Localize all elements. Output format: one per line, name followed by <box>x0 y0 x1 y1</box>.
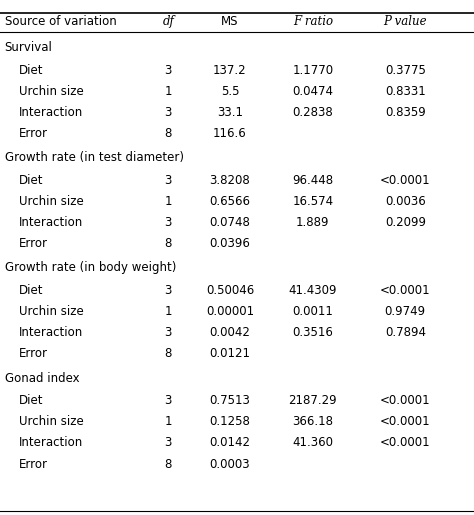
Text: 0.0396: 0.0396 <box>210 237 250 250</box>
Text: 1: 1 <box>164 195 172 208</box>
Text: Error: Error <box>19 457 48 471</box>
Text: Error: Error <box>19 237 48 250</box>
Text: 8: 8 <box>164 457 172 471</box>
Text: Survival: Survival <box>5 41 53 54</box>
Text: 0.3775: 0.3775 <box>385 63 426 77</box>
Text: 0.00001: 0.00001 <box>206 305 254 318</box>
Text: 0.7513: 0.7513 <box>210 394 250 407</box>
Text: 0.8331: 0.8331 <box>385 84 426 98</box>
Text: Interaction: Interaction <box>19 436 83 450</box>
Text: 3: 3 <box>164 326 172 339</box>
Text: 3: 3 <box>164 284 172 297</box>
Text: <0.0001: <0.0001 <box>380 174 430 187</box>
Text: P value: P value <box>383 15 427 28</box>
Text: 3: 3 <box>164 394 172 407</box>
Text: <0.0001: <0.0001 <box>380 415 430 428</box>
Text: 0.0474: 0.0474 <box>292 84 333 98</box>
Text: 3.8208: 3.8208 <box>210 174 250 187</box>
Text: Gonad index: Gonad index <box>5 371 79 385</box>
Text: 3: 3 <box>164 106 172 119</box>
Text: 0.9749: 0.9749 <box>385 305 426 318</box>
Text: 33.1: 33.1 <box>217 106 243 119</box>
Text: F ratio: F ratio <box>293 15 333 28</box>
Text: Diet: Diet <box>19 394 44 407</box>
Text: 5.5: 5.5 <box>220 84 239 98</box>
Text: Diet: Diet <box>19 174 44 187</box>
Text: 0.0042: 0.0042 <box>210 326 250 339</box>
Text: 3: 3 <box>164 436 172 450</box>
Text: Interaction: Interaction <box>19 326 83 339</box>
Text: 41.4309: 41.4309 <box>289 284 337 297</box>
Text: 0.50046: 0.50046 <box>206 284 254 297</box>
Text: 1: 1 <box>164 415 172 428</box>
Text: Urchin size: Urchin size <box>19 84 84 98</box>
Text: 0.2099: 0.2099 <box>385 216 426 229</box>
Text: 2187.29: 2187.29 <box>289 394 337 407</box>
Text: 1: 1 <box>164 305 172 318</box>
Text: 41.360: 41.360 <box>292 436 333 450</box>
Text: 1.889: 1.889 <box>296 216 329 229</box>
Text: 0.0748: 0.0748 <box>210 216 250 229</box>
Text: 0.0011: 0.0011 <box>292 305 333 318</box>
Text: 8: 8 <box>164 347 172 360</box>
Text: 16.574: 16.574 <box>292 195 333 208</box>
Text: 1: 1 <box>164 84 172 98</box>
Text: Urchin size: Urchin size <box>19 415 84 428</box>
Text: 0.0142: 0.0142 <box>210 436 250 450</box>
Text: Urchin size: Urchin size <box>19 195 84 208</box>
Text: 1.1770: 1.1770 <box>292 63 333 77</box>
Text: Error: Error <box>19 127 48 140</box>
Text: df: df <box>162 15 174 28</box>
Text: 0.0121: 0.0121 <box>210 347 250 360</box>
Text: MS: MS <box>221 15 238 28</box>
Text: 3: 3 <box>164 63 172 77</box>
Text: Urchin size: Urchin size <box>19 305 84 318</box>
Text: Diet: Diet <box>19 284 44 297</box>
Text: Interaction: Interaction <box>19 106 83 119</box>
Text: 0.0036: 0.0036 <box>385 195 426 208</box>
Text: Growth rate (in body weight): Growth rate (in body weight) <box>5 261 176 274</box>
Text: 8: 8 <box>164 127 172 140</box>
Text: <0.0001: <0.0001 <box>380 284 430 297</box>
Text: 0.6566: 0.6566 <box>210 195 250 208</box>
Text: 366.18: 366.18 <box>292 415 333 428</box>
Text: 0.2838: 0.2838 <box>292 106 333 119</box>
Text: <0.0001: <0.0001 <box>380 436 430 450</box>
Text: Growth rate (in test diameter): Growth rate (in test diameter) <box>5 151 184 164</box>
Text: 0.0003: 0.0003 <box>210 457 250 471</box>
Text: 3: 3 <box>164 174 172 187</box>
Text: 0.3516: 0.3516 <box>292 326 333 339</box>
Text: 3: 3 <box>164 216 172 229</box>
Text: 8: 8 <box>164 237 172 250</box>
Text: 0.7894: 0.7894 <box>385 326 426 339</box>
Text: Error: Error <box>19 347 48 360</box>
Text: 0.8359: 0.8359 <box>385 106 426 119</box>
Text: <0.0001: <0.0001 <box>380 394 430 407</box>
Text: Source of variation: Source of variation <box>5 15 117 28</box>
Text: Interaction: Interaction <box>19 216 83 229</box>
Text: 0.1258: 0.1258 <box>210 415 250 428</box>
Text: 137.2: 137.2 <box>213 63 246 77</box>
Text: Diet: Diet <box>19 63 44 77</box>
Text: 96.448: 96.448 <box>292 174 333 187</box>
Text: 116.6: 116.6 <box>213 127 247 140</box>
